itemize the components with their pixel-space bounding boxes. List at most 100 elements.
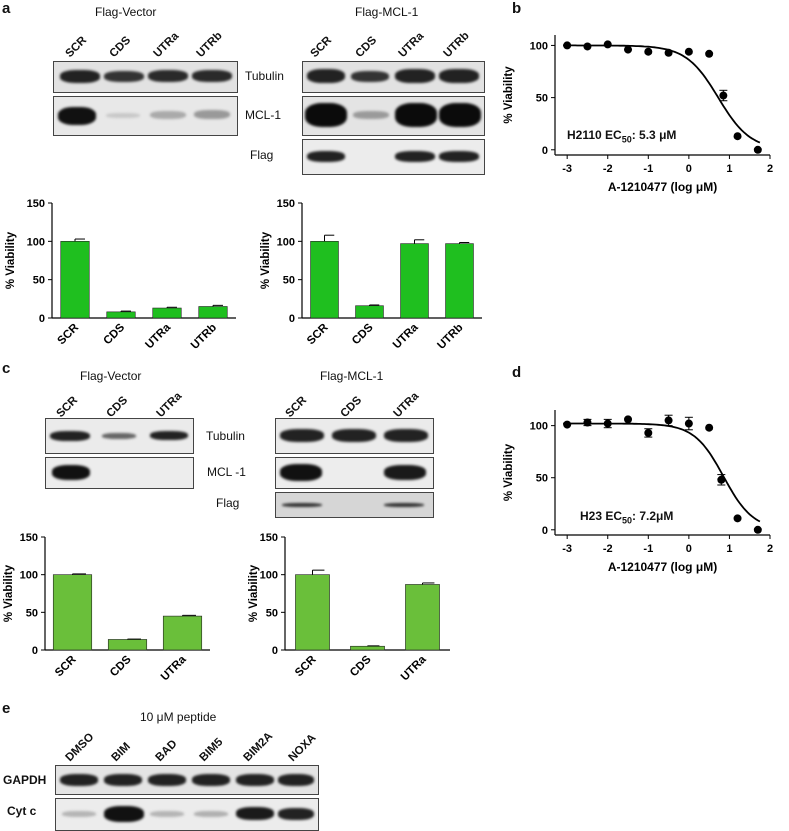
lane-label: BIM2A <box>241 730 276 764</box>
bar <box>400 243 429 319</box>
blot-tubulin-vector <box>53 61 238 93</box>
panel-a-letter: a <box>2 0 11 17</box>
x-tick-label: CDS <box>350 321 376 347</box>
x-tick-label: -1 <box>643 543 653 555</box>
blot-tubulin-vector-c <box>45 418 194 454</box>
lane-label: NOXA <box>286 732 319 764</box>
bar <box>295 574 330 651</box>
bar <box>60 241 90 319</box>
bar <box>106 311 136 319</box>
x-tick-label: UTRa <box>159 653 189 683</box>
bar <box>310 241 339 319</box>
blot-tubulin-mcl1-c <box>275 418 434 454</box>
x-axis-label: A-1210477 (log μM) <box>608 560 717 574</box>
data-point <box>717 475 726 484</box>
lane-label: DMSO <box>63 731 97 764</box>
y-axis-label: % Viability <box>3 564 15 622</box>
lane-label: CDS <box>104 394 131 420</box>
blot-label-flag: Flag <box>250 148 274 162</box>
y-axis-label: % Viability <box>503 66 515 124</box>
lane-label: SCR <box>54 394 81 420</box>
blot-mcl1-mcl1 <box>302 96 485 136</box>
y-tick-label: 0 <box>542 525 548 537</box>
panel-c-right-title: Flag-MCL-1 <box>320 369 384 383</box>
x-tick-label: UTRa <box>399 653 429 683</box>
data-point <box>753 145 762 154</box>
data-point <box>753 525 762 534</box>
blot-label-gapdh: GAPDH <box>3 773 47 787</box>
chart-d: 0 50 100 -3 -2 -1 0 1 2 A-1210477 (log μM) % Viabi… <box>503 410 773 574</box>
y-tick-label: 0 <box>272 645 278 657</box>
x-tick-label: SCR <box>55 321 81 347</box>
blot-label-flag-c: Flag <box>216 496 240 510</box>
y-tick-label: 150 <box>277 198 295 210</box>
y-axis-label: % Viability <box>248 564 260 622</box>
lane-label: BIM <box>109 740 133 764</box>
ec50-annotation-d: H23 EC50: 7.2μM <box>580 509 674 526</box>
blot-cytc <box>55 798 319 831</box>
y-tick-label: 150 <box>27 198 45 210</box>
data-point <box>583 42 592 51</box>
data-point <box>733 514 742 523</box>
x-tick-label: 0 <box>686 543 692 555</box>
bar <box>405 584 440 651</box>
data-point <box>603 40 612 49</box>
x-tick-label: SCR <box>305 321 331 347</box>
lane-label: SCR <box>308 34 335 60</box>
panel-c-left-title: Flag-Vector <box>80 369 142 383</box>
lane-label: UTRa <box>151 30 182 60</box>
bar <box>445 243 474 319</box>
panel-c-letter: c <box>2 360 11 377</box>
chart-c-left: 0 50 100 150 SCR CDS UTRa % Viability <box>3 532 210 683</box>
bar <box>52 574 93 651</box>
blot-mcl1-mcl1-c <box>275 457 434 489</box>
x-tick-label: UTRb <box>189 322 219 352</box>
data-point <box>624 45 633 54</box>
y-axis-label: % Viability <box>260 231 272 289</box>
lane-label: SCR <box>283 394 310 420</box>
y-tick-label: 100 <box>20 570 38 582</box>
chart-c-right: 0 50 100 150 SCR CDS UTRa % Viability <box>248 532 450 683</box>
y-tick-label: 150 <box>20 532 38 544</box>
x-tick-label: UTRb <box>435 322 465 352</box>
x-tick-label: -3 <box>562 163 572 175</box>
x-tick-label: 1 <box>726 163 732 175</box>
data-point <box>684 47 693 56</box>
panel-b-letter: b <box>512 0 522 17</box>
chart-a-right: 0 50 100 150 SCR CDS UTRa UTRb % Viability <box>260 198 482 352</box>
y-tick-label: 100 <box>260 570 278 582</box>
blot-label-mcl1-c: MCL -1 <box>207 465 246 479</box>
blot-label-cytc: Cyt c <box>7 804 37 818</box>
y-tick-label: 100 <box>27 236 45 248</box>
y-tick-label: 0 <box>39 313 45 325</box>
bar <box>152 307 182 319</box>
panel-a-left-title: Flag-Vector <box>95 5 157 19</box>
fit-curve <box>563 44 761 144</box>
y-tick-label: 150 <box>260 532 278 544</box>
y-tick-label: 0 <box>542 145 548 157</box>
y-tick-label: 50 <box>266 607 278 619</box>
lane-label: UTRb <box>441 29 472 60</box>
x-tick-label: CDS <box>348 653 374 679</box>
blot-mcl1-vector <box>53 96 238 136</box>
y-tick-label: 50 <box>536 93 548 105</box>
panel-d-letter: d <box>512 364 522 381</box>
data-point <box>705 49 714 58</box>
data-point <box>603 419 612 428</box>
data-point <box>719 91 728 100</box>
y-axis-label: % Viability <box>5 231 17 289</box>
fit-curve <box>563 422 761 523</box>
x-tick-label: CDS <box>101 321 127 347</box>
y-tick-label: 50 <box>283 275 295 287</box>
x-tick-label: 2 <box>767 163 773 175</box>
blot-label-mcl1: MCL-1 <box>245 108 282 122</box>
ec50-annotation-b: H2110 EC50: 5.3 μM <box>567 128 677 145</box>
data-point <box>644 47 653 56</box>
data-point <box>705 423 714 432</box>
x-tick-label: UTRa <box>143 321 173 351</box>
bar <box>355 305 384 319</box>
data-point <box>563 41 572 50</box>
y-tick-label: 0 <box>289 313 295 325</box>
y-axis-label: % Viability <box>503 443 515 501</box>
blot-gapdh <box>55 765 319 795</box>
